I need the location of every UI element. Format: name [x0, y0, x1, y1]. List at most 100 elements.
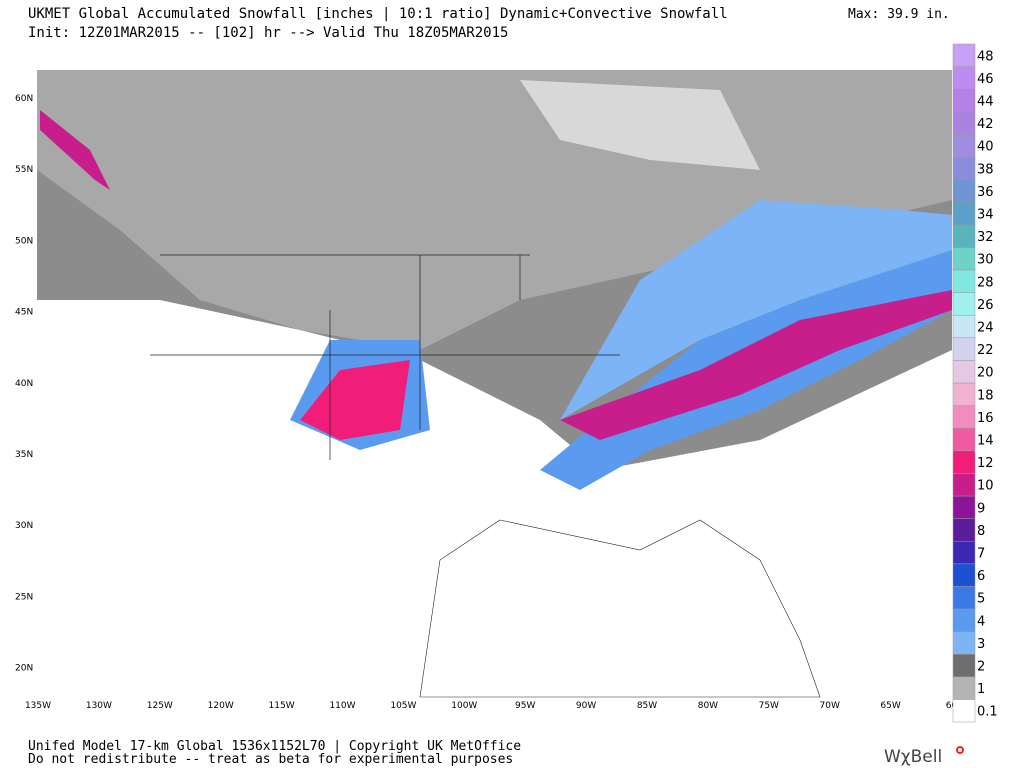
colorbar-cell — [952, 450, 976, 474]
lon-label: 130W — [86, 701, 112, 711]
pink-band — [560, 290, 952, 440]
colorbar-label: 22 — [977, 343, 994, 358]
colorbar-cell — [952, 292, 976, 316]
colorbar-label: 28 — [977, 275, 994, 290]
coast-pink — [40, 110, 110, 190]
colorbar-cell — [952, 405, 976, 429]
light-blue-band — [560, 200, 952, 420]
colorbar-label: 4 — [977, 614, 985, 629]
colorbar-label: 8 — [977, 524, 985, 539]
colorbar-cell — [952, 337, 976, 361]
colorbar-label: 20 — [977, 366, 994, 381]
lon-label: 95W — [515, 701, 535, 711]
map — [37, 70, 952, 698]
colorbar-label: 40 — [977, 140, 994, 155]
colorbar-cell — [952, 653, 976, 678]
lon-label: 105W — [390, 701, 416, 711]
colorbar-cell — [952, 608, 976, 632]
colorbar-label: 46 — [977, 72, 994, 87]
lon-label: 80W — [698, 701, 718, 711]
colorbar: 0.11234567891012141618202224262830323436… — [952, 43, 998, 723]
colorbar-label: 48 — [977, 49, 994, 64]
colorbar-label: 30 — [977, 253, 994, 268]
lat-label: 55N — [15, 165, 33, 175]
colorbar-label: 18 — [977, 388, 994, 403]
colorbar-label: 3 — [977, 637, 985, 652]
lat-label: 35N — [15, 450, 33, 460]
lat-label: 30N — [15, 521, 33, 531]
logo-dot — [956, 746, 964, 754]
colorbar-label: 7 — [977, 547, 985, 562]
colorbar-cell — [952, 676, 976, 700]
colorbar-label: 34 — [977, 208, 994, 223]
lat-label: 50N — [15, 236, 33, 246]
logo: WχBell — [884, 747, 942, 767]
colorbar-label: 42 — [977, 117, 994, 132]
colorbar-label: 16 — [977, 411, 994, 426]
colorbar-label: 14 — [977, 434, 994, 449]
colorbar-cell — [952, 88, 976, 113]
light-area — [520, 80, 760, 170]
colorbar-cell — [952, 247, 976, 271]
colorbar-cell — [952, 586, 976, 610]
lat-labels: 60N 55N 50N 45N 40N 35N 30N 25N 20N — [15, 94, 33, 674]
gulf — [419, 519, 821, 698]
colorbar-label: 26 — [977, 298, 994, 313]
lon-label: 120W — [208, 701, 234, 711]
colorbar-label: 10 — [977, 479, 994, 494]
colorbar-label: 5 — [977, 592, 985, 607]
colorbar-cell — [952, 179, 976, 203]
colorbar-label: 24 — [977, 321, 994, 336]
colorbar-label: 32 — [977, 230, 994, 245]
lon-label: 115W — [269, 701, 295, 711]
lat-label: 60N — [15, 94, 33, 104]
max: Max: 39.9 in. — [848, 7, 950, 22]
colorbar-cell — [952, 360, 976, 384]
colorbar-cell — [952, 66, 976, 90]
colorbar-cell — [952, 382, 976, 406]
lon-label: 135W — [25, 701, 51, 711]
colorbar-label: 44 — [977, 95, 994, 110]
lat-label: 20N — [15, 664, 33, 674]
colorbar-cell — [952, 699, 976, 723]
colorbar-label: 2 — [977, 660, 985, 675]
colorbar-label: 1 — [977, 682, 985, 697]
colorbar-cell — [952, 43, 976, 67]
colorbar-cell — [952, 314, 976, 339]
lon-labels: 135W 130W 125W 120W 115W 110W 105W 100W 95W 90W 85… — [25, 701, 958, 711]
colorbar-label: 12 — [977, 456, 994, 471]
colorbar-label: 0.1 — [977, 705, 998, 720]
colorbar-cell — [952, 111, 976, 135]
colorbar-label: 6 — [977, 569, 985, 584]
colorbar-cell — [952, 563, 976, 587]
colorbar-cell — [952, 224, 976, 248]
borders — [150, 254, 620, 460]
colorbar-cell — [952, 269, 976, 293]
lon-label: 75W — [759, 701, 779, 711]
colorbar-label: 9 — [977, 501, 985, 516]
lon-label: 110W — [329, 701, 355, 711]
lat-label: 45N — [15, 308, 33, 318]
lon-label: 125W — [147, 701, 173, 711]
colorbar-cell — [952, 201, 976, 226]
lon-label: 100W — [451, 701, 477, 711]
colorbar-label: 38 — [977, 162, 994, 177]
footer-line1: Unifed Model 17-km Global 1536x1152L70 |… — [28, 739, 521, 754]
colorbar-cell — [952, 134, 976, 158]
subtitle: Init: 12Z01MAR2015 -- [102] hr --> Valid… — [28, 25, 508, 41]
lon-label: 70W — [820, 701, 840, 711]
lon-label: 65W — [880, 701, 900, 711]
lon-label: 60 — [946, 701, 958, 711]
colorbar-cell — [952, 631, 976, 655]
title: UKMET Global Accumulated Snowfall [inche… — [28, 6, 728, 22]
lon-label: 90W — [576, 701, 596, 711]
colorbar-cell — [952, 473, 976, 497]
colorbar-cell — [952, 156, 976, 180]
colorbar-label: 36 — [977, 185, 994, 200]
footer-line2: Do not redistribute -- treat as beta for… — [28, 752, 513, 767]
lon-label: 85W — [637, 701, 657, 711]
colorbar-cell — [952, 495, 976, 519]
colorbar-cell — [952, 540, 976, 565]
